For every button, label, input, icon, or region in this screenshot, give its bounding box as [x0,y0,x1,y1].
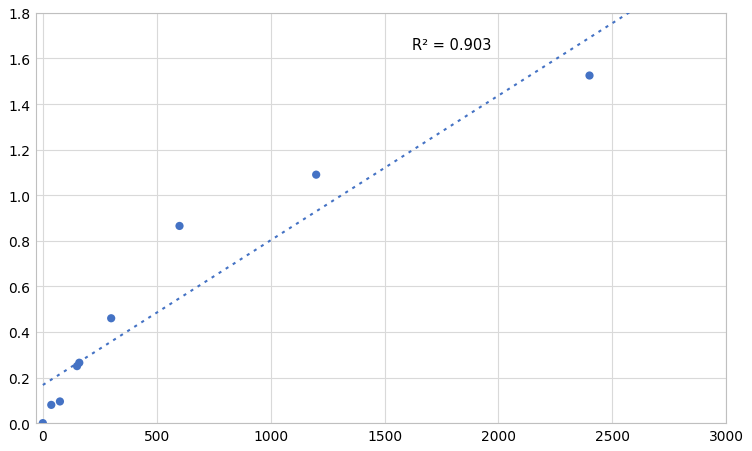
Point [71,363,83,370]
Point [54,398,66,405]
Point [174,223,186,230]
Point [310,172,322,179]
Text: R² = 0.903: R² = 0.903 [412,38,491,53]
Point [105,315,117,322]
Point [37,419,49,427]
Point [45,401,57,409]
Point [584,73,596,80]
Point [73,359,85,367]
